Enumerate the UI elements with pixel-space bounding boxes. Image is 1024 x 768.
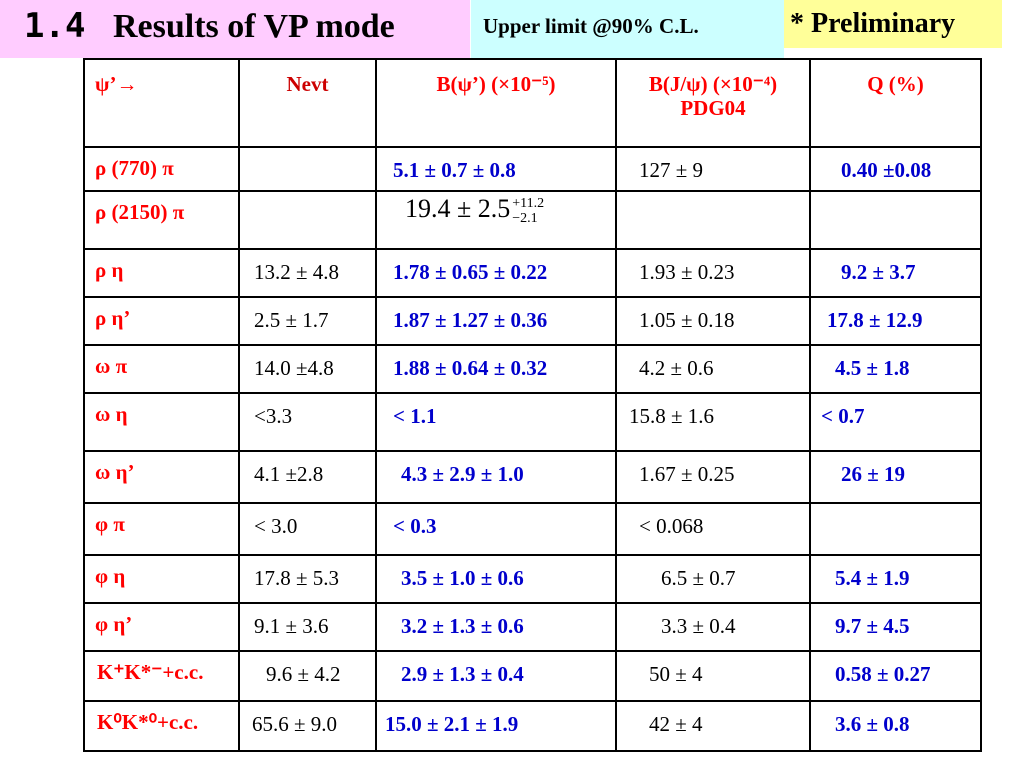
section-number: 1.4: [24, 6, 86, 46]
cell-b-jpsi: 127 ± 9: [615, 146, 811, 192]
cell-b-jpsi: 15.8 ± 1.6: [615, 392, 811, 452]
cell-b-psi: 1.88 ± 0.64 ± 0.32: [375, 344, 617, 394]
b-psi-value-asym: 19.4 ± 2.5 +11.2 −2.1: [405, 193, 544, 226]
cell-mode: ρ η’: [83, 296, 240, 346]
preliminary-label: * Preliminary: [790, 8, 956, 39]
cell-b-jpsi: 1.67 ± 0.25: [615, 450, 811, 504]
cell-b-psi: 1.78 ± 0.65 ± 0.22: [375, 248, 617, 298]
cell-mode: ρ η: [83, 248, 240, 298]
cell-b-psi: 2.9 ± 1.3 ± 0.4: [375, 650, 617, 702]
col-header-mode: ψ’→: [83, 58, 240, 148]
cell-b-jpsi: 3.3 ± 0.4: [615, 602, 811, 652]
col-header-nevt-label: Nevt: [286, 72, 329, 96]
table-header-row: ψ’→ Nevt B(ψ’) (×10⁻⁵) B(J/ψ) (×10⁻⁴) PDG…: [83, 58, 982, 148]
cell-mode: ω π: [83, 344, 240, 394]
cell-b-jpsi: 42 ± 4: [615, 700, 811, 752]
cell-q: [809, 190, 982, 250]
cell-mode: φ π: [83, 502, 240, 556]
b-psi-main: 19.4 ± 2.5: [405, 193, 511, 223]
table-row: ρ (770) π 5.1 ± 0.7 ± 0.8 127 ± 9 0.40 ±…: [83, 146, 982, 192]
table-row: ρ (2150) π 19.4 ± 2.5 +11.2 −2.1: [83, 190, 982, 250]
cell-q: 17.8 ± 12.9: [809, 296, 982, 346]
upper-limit-note: Upper limit @90% C.L.: [483, 14, 699, 38]
table-row: K⁺K*⁻+c.c. 9.6 ± 4.2 2.9 ± 1.3 ± 0.4 50 …: [83, 650, 982, 702]
cell-q: < 0.7: [809, 392, 982, 452]
cell-mode: ρ (770) π: [83, 146, 240, 192]
cell-nevt: 14.0 ±4.8: [238, 344, 377, 394]
table-row: K⁰K*⁰+c.c. 65.6 ± 9.0 15.0 ± 2.1 ± 1.9 4…: [83, 700, 982, 752]
cell-nevt: 13.2 ± 4.8: [238, 248, 377, 298]
col-header-q: Q (%): [809, 58, 982, 148]
cell-nevt: 65.6 ± 9.0: [238, 700, 377, 752]
table-row: φ η 17.8 ± 5.3 3.5 ± 1.0 ± 0.6 6.5 ± 0.7…: [83, 554, 982, 604]
cell-q: 5.4 ± 1.9: [809, 554, 982, 604]
cell-mode: K⁺K*⁻+c.c.: [83, 650, 240, 702]
table-row: φ π < 3.0 < 0.3 < 0.068: [83, 502, 982, 556]
cell-b-psi: 3.5 ± 1.0 ± 0.6: [375, 554, 617, 604]
asym-plus: +11.2: [512, 196, 545, 211]
cell-mode: ω η’: [83, 450, 240, 504]
cell-q: 4.5 ± 1.8: [809, 344, 982, 394]
cell-q: 26 ± 19: [809, 450, 982, 504]
table-row: φ η’ 9.1 ± 3.6 3.2 ± 1.3 ± 0.6 3.3 ± 0.4…: [83, 602, 982, 652]
cell-nevt: 17.8 ± 5.3: [238, 554, 377, 604]
cell-nevt: 9.6 ± 4.2: [238, 650, 377, 702]
title-banner: 1.4 Results of VP mode: [0, 0, 470, 58]
cell-mode: ω η: [83, 392, 240, 452]
cell-nevt: [238, 190, 377, 250]
table-row: ω π 14.0 ±4.8 1.88 ± 0.64 ± 0.32 4.2 ± 0…: [83, 344, 982, 394]
cell-q: 9.7 ± 4.5: [809, 602, 982, 652]
preliminary-banner: * Preliminary: [784, 0, 1002, 48]
cell-nevt: < 3.0: [238, 502, 377, 556]
cell-nevt: [238, 146, 377, 192]
cell-b-jpsi: 50 ± 4: [615, 650, 811, 702]
cell-b-psi: 15.0 ± 2.1 ± 1.9: [375, 700, 617, 752]
page-title: Results of VP mode: [113, 8, 395, 45]
table-row: ω η <3.3 < 1.1 15.8 ± 1.6 < 0.7: [83, 392, 982, 452]
cell-q: 9.2 ± 3.7: [809, 248, 982, 298]
cell-b-psi: < 0.3: [375, 502, 617, 556]
col-header-b-jpsi: B(J/ψ) (×10⁻⁴) PDG04: [615, 58, 811, 148]
cell-b-jpsi: 1.05 ± 0.18: [615, 296, 811, 346]
cell-b-psi: 1.87 ± 1.27 ± 0.36: [375, 296, 617, 346]
cell-b-jpsi: 6.5 ± 0.7: [615, 554, 811, 604]
cell-q: 0.58 ± 0.27: [809, 650, 982, 702]
upper-limit-banner: Upper limit @90% C.L.: [471, 0, 784, 58]
table-row: ω η’ 4.1 ±2.8 4.3 ± 2.9 ± 1.0 1.67 ± 0.2…: [83, 450, 982, 504]
asym-errors: +11.2 −2.1: [512, 196, 544, 226]
col-header-pdg04: PDG04: [680, 96, 746, 120]
cell-q: [809, 502, 982, 556]
results-table: ψ’→ Nevt B(ψ’) (×10⁻⁵) B(J/ψ) (×10⁻⁴) PDG…: [83, 58, 982, 752]
cell-nevt: 9.1 ± 3.6: [238, 602, 377, 652]
cell-b-psi: < 1.1: [375, 392, 617, 452]
cell-mode: φ η: [83, 554, 240, 604]
cell-q: 0.40 ±0.08: [809, 146, 982, 192]
cell-nevt: 2.5 ± 1.7: [238, 296, 377, 346]
cell-b-psi: 19.4 ± 2.5 +11.2 −2.1: [375, 190, 617, 250]
col-header-nevt: Nevt: [238, 58, 377, 148]
cell-b-jpsi: < 0.068: [615, 502, 811, 556]
cell-b-psi: 5.1 ± 0.7 ± 0.8: [375, 146, 617, 192]
cell-q: 3.6 ± 0.8: [809, 700, 982, 752]
cell-mode: K⁰K*⁰+c.c.: [83, 700, 240, 752]
cell-mode: φ η’: [83, 602, 240, 652]
table-row: ρ η 13.2 ± 4.8 1.78 ± 0.65 ± 0.22 1.93 ±…: [83, 248, 982, 298]
col-header-b-psi-prime: B(ψ’) (×10⁻⁵): [375, 58, 617, 148]
cell-nevt: 4.1 ±2.8: [238, 450, 377, 504]
table-row: ρ η’ 2.5 ± 1.7 1.87 ± 1.27 ± 0.36 1.05 ±…: [83, 296, 982, 346]
col-header-b-jpsi-label: B(J/ψ) (×10⁻⁴): [648, 72, 778, 96]
cell-b-psi: 3.2 ± 1.3 ± 0.6: [375, 602, 617, 652]
cell-b-psi: 4.3 ± 2.9 ± 1.0: [375, 450, 617, 504]
cell-b-jpsi: 4.2 ± 0.6: [615, 344, 811, 394]
cell-mode: ρ (2150) π: [83, 190, 240, 250]
cell-b-jpsi: [615, 190, 811, 250]
cell-b-jpsi: 1.93 ± 0.23: [615, 248, 811, 298]
cell-nevt: <3.3: [238, 392, 377, 452]
asym-minus: −2.1: [512, 211, 538, 226]
